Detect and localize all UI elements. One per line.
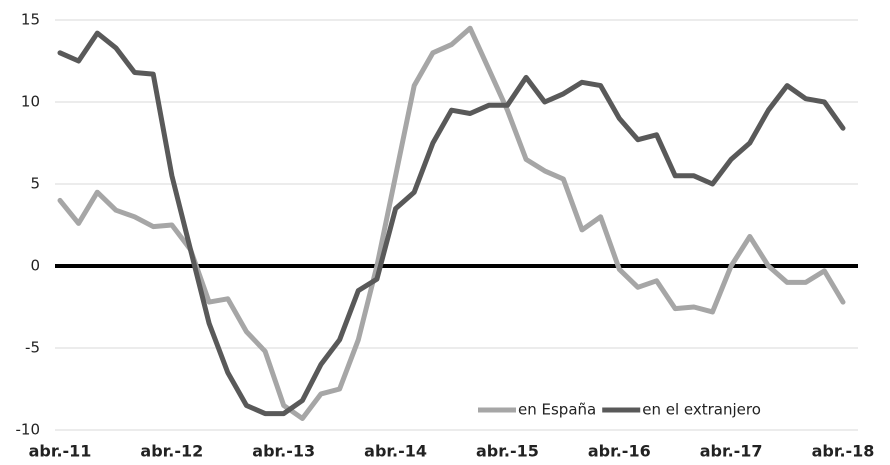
y-tick-label: 15	[21, 11, 40, 29]
x-tick-label: abr.-16	[588, 442, 651, 461]
x-tick-label: abr.-15	[476, 442, 539, 461]
x-tick-label: abr.-18	[812, 442, 875, 461]
y-tick-label: 5	[30, 175, 40, 193]
y-tick-label: 10	[21, 93, 40, 111]
legend-label: en España	[518, 401, 596, 419]
x-tick-label: abr.-17	[700, 442, 763, 461]
legend-label: en el extranjero	[642, 401, 761, 419]
x-tick-label: abr.-13	[252, 442, 315, 461]
x-tick-label: abr.-12	[140, 442, 203, 461]
x-tick-label: abr.-11	[29, 442, 92, 461]
y-tick-label: -5	[25, 339, 40, 357]
series-line	[57, 25, 846, 421]
y-tick-label: -10	[16, 421, 41, 439]
x-tick-label: abr.-14	[364, 442, 427, 461]
y-tick-label: 0	[30, 257, 40, 275]
series-line	[57, 30, 846, 417]
